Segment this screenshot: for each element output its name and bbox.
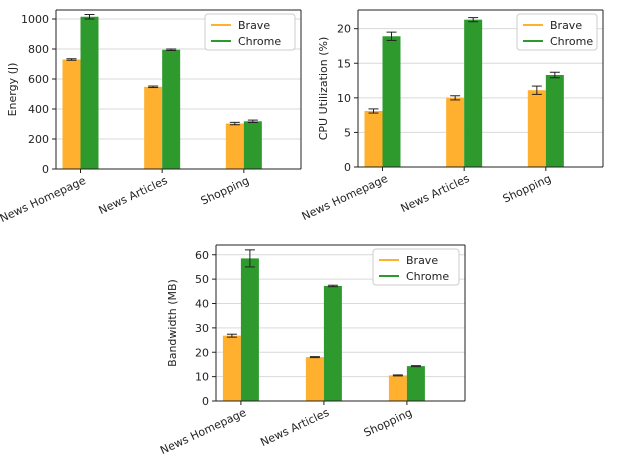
y-tick-label: 15 xyxy=(337,57,351,70)
bar-chrome-news-homepage xyxy=(80,16,99,169)
bar-chrome-shopping xyxy=(243,121,262,169)
bar-chrome-news-articles xyxy=(162,49,181,169)
y-axis-label: Bandwidth (MB) xyxy=(166,279,179,367)
legend-label-brave: Brave xyxy=(550,19,582,32)
chart-3: 0 10 20 30 40 50 60 News Homepage News Articles S… xyxy=(158,244,466,457)
chart-2: 0 5 10 15 20 News Homepage News Articles Shoppi… xyxy=(300,9,604,223)
y-tick-label: 60 xyxy=(195,249,209,262)
x-tick-label: Shopping xyxy=(501,172,553,206)
y-tick-label: 0 xyxy=(344,161,351,174)
bar-chrome-shopping xyxy=(545,75,564,167)
y-tick-label: 0 xyxy=(42,163,49,176)
y-tick-label: 40 xyxy=(195,298,209,311)
y-tick-label: 600 xyxy=(28,73,49,86)
bar-brave-news-articles xyxy=(305,357,324,401)
y-tick-label: 800 xyxy=(28,43,49,56)
y-tick-label: 10 xyxy=(337,92,351,105)
x-tick-label: News Articles xyxy=(399,172,472,215)
y-tick-label: 400 xyxy=(28,103,49,116)
y-tick-label: 20 xyxy=(195,346,209,359)
y-axis-label: CPU Utilization (%) xyxy=(317,37,330,141)
bar-brave-news-homepage xyxy=(62,59,81,169)
x-tick-label: News Homepage xyxy=(300,172,390,223)
legend-label-brave: Brave xyxy=(406,254,438,267)
y-tick-label: 5 xyxy=(344,126,351,139)
bar-chrome-news-articles xyxy=(464,19,483,168)
chart-1: 0 200 400 600 800 1000 News Homepage News Artic… xyxy=(0,9,302,225)
legend-label-chrome: Chrome xyxy=(550,35,593,48)
bar-brave-news-articles xyxy=(446,97,465,167)
x-tick-label: News Homepage xyxy=(158,406,248,457)
y-tick-label: 30 xyxy=(195,322,209,335)
bar-brave-news-homepage xyxy=(364,110,383,167)
y-tick-label: 10 xyxy=(195,371,209,384)
y-tick-label: 0 xyxy=(202,395,209,408)
y-tick-label: 200 xyxy=(28,133,49,146)
x-tick-label: News Homepage xyxy=(0,174,88,225)
x-tick-label: News Articles xyxy=(97,174,170,217)
y-axis-label: Energy (J) xyxy=(6,63,19,117)
legend-label-brave: Brave xyxy=(238,19,270,32)
bar-brave-shopping xyxy=(225,123,244,169)
legend-label-chrome: Chrome xyxy=(238,35,281,48)
bar-chrome-news-articles xyxy=(323,285,342,401)
bar-brave-news-homepage xyxy=(222,335,241,401)
legend-label-chrome: Chrome xyxy=(406,270,449,283)
bar-brave-news-articles xyxy=(144,86,163,169)
bar-brave-shopping xyxy=(527,90,546,167)
y-tick-label: 50 xyxy=(195,273,209,286)
x-tick-label: Shopping xyxy=(199,174,251,208)
bar-brave-shopping xyxy=(388,375,407,401)
x-tick-label: News Articles xyxy=(258,406,331,449)
bar-chrome-news-homepage xyxy=(240,258,259,401)
y-tick-label: 20 xyxy=(337,23,351,36)
y-tick-label: 1000 xyxy=(21,13,49,26)
bar-chrome-news-homepage xyxy=(382,36,401,167)
bar-chrome-shopping xyxy=(406,366,425,401)
x-tick-label: Shopping xyxy=(362,406,414,440)
